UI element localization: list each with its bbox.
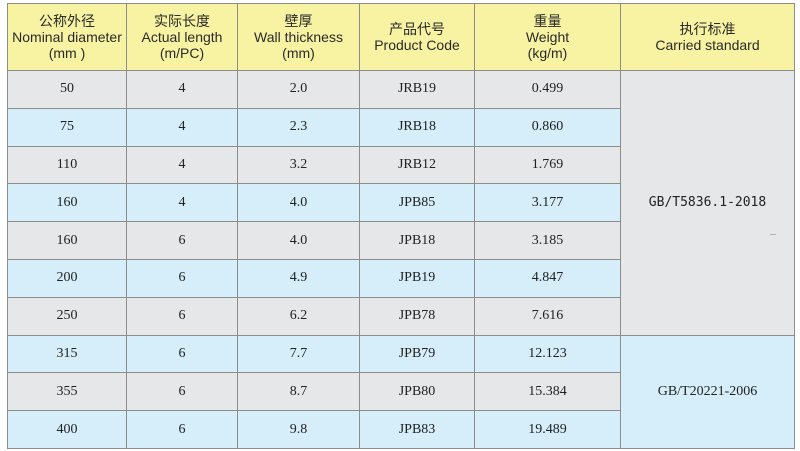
cell-code: JPB79 xyxy=(359,334,475,374)
cell-length: 6 xyxy=(126,221,238,260)
cell-weight: 7.616 xyxy=(474,296,621,336)
cell-wall: 4.0 xyxy=(237,183,360,223)
divider-mark xyxy=(770,234,776,235)
cell-wall: 4.0 xyxy=(237,221,360,260)
cell-diameter: 315 xyxy=(7,334,127,374)
cell-code: JPB18 xyxy=(359,221,475,260)
cell-length: 6 xyxy=(126,410,238,449)
cell-wall: 2.0 xyxy=(237,70,360,109)
cell-length: 4 xyxy=(126,145,238,185)
cell-code: JPB80 xyxy=(359,372,475,412)
cell-length: 4 xyxy=(126,183,238,223)
header-zh: 产品代号 xyxy=(389,21,445,37)
header-en: Product Code xyxy=(374,37,460,53)
table-row: 315 6 7.7 JPB79 12.123 GB/T20221-2006 xyxy=(7,334,795,449)
cell-length: 4 xyxy=(126,107,238,147)
header-unit: (m/PC) xyxy=(159,45,205,61)
cell-diameter: 200 xyxy=(7,258,127,298)
table-row: 110 4 3.2 JRB12 1.769 xyxy=(7,145,795,185)
header-carried-standard: 执行标准 Carried standard xyxy=(620,3,795,71)
cell-diameter: 160 xyxy=(7,183,127,223)
cell-weight: 1.769 xyxy=(474,145,621,185)
header-en: Weight xyxy=(525,29,570,45)
cell-length: 6 xyxy=(126,258,238,298)
cell-code: JPB83 xyxy=(359,410,475,449)
header-unit: (mm) xyxy=(282,45,315,61)
table-row: 50 4 2.0 JRB19 0.499 GB/T5836.1-2018 xyxy=(7,70,795,336)
cell-weight: 12.123 xyxy=(474,334,621,374)
header-product-code: 产品代号 Product Code xyxy=(359,3,475,71)
cell-diameter: 75 xyxy=(7,107,127,147)
cell-code: JRB18 xyxy=(359,107,475,147)
cell-code: JPB78 xyxy=(359,296,475,336)
header-wall-thickness: 壁厚 Wall thickness (mm) xyxy=(237,3,360,71)
header-weight: 重量 Weight (kg/m) xyxy=(474,3,621,71)
cell-code: JRB12 xyxy=(359,145,475,185)
cell-wall: 8.7 xyxy=(237,372,360,412)
cell-standard: GB/T5836.1-2018 xyxy=(620,70,795,336)
table-row: 160 4 4.0 JPB85 3.177 xyxy=(7,183,795,223)
cell-wall: 6.2 xyxy=(237,296,360,336)
table-header-row: 公称外径 Nominal diameter (mm ) 实际长度 Actual … xyxy=(7,3,795,71)
cell-diameter: 50 xyxy=(7,70,127,109)
table-row: 75 4 2.3 JRB18 0.860 xyxy=(7,107,795,147)
header-actual-length: 实际长度 Actual length (m/PC) xyxy=(126,3,238,71)
cell-length: 6 xyxy=(126,372,238,412)
header-zh: 实际长度 xyxy=(154,13,210,29)
cell-wall: 9.8 xyxy=(237,410,360,449)
cell-weight: 3.177 xyxy=(474,183,621,223)
cell-wall: 4.9 xyxy=(237,258,360,298)
cell-diameter: 160 xyxy=(7,221,127,260)
header-en: Actual length xyxy=(141,29,223,45)
header-en: Nominal diameter xyxy=(12,29,122,45)
table-row: 160 6 4.0 JPB18 3.185 xyxy=(7,221,795,260)
cell-wall: 2.3 xyxy=(237,107,360,147)
cell-diameter: 250 xyxy=(7,296,127,336)
cell-diameter: 355 xyxy=(7,372,127,412)
header-unit: (mm ) xyxy=(48,45,86,61)
cell-weight: 4.847 xyxy=(474,258,621,298)
cell-length: 6 xyxy=(126,296,238,336)
header-zh: 执行标准 xyxy=(679,21,736,37)
cell-code: JRB19 xyxy=(359,70,475,109)
cell-code: JPB19 xyxy=(359,258,475,298)
cell-weight: 15.384 xyxy=(474,372,621,412)
header-unit: (kg/m) xyxy=(527,45,568,61)
cell-diameter: 110 xyxy=(7,145,127,185)
cell-diameter: 400 xyxy=(7,410,127,449)
header-en: Wall thickness xyxy=(254,29,343,45)
table-row: 400 6 9.8 JPB83 19.489 xyxy=(7,410,795,449)
cell-wall: 3.2 xyxy=(237,145,360,185)
header-zh: 壁厚 xyxy=(284,13,313,29)
cell-weight: 0.860 xyxy=(474,107,621,147)
table-row: 355 6 8.7 JPB80 15.384 xyxy=(7,372,795,412)
pipe-spec-table: 公称外径 Nominal diameter (mm ) 实际长度 Actual … xyxy=(7,3,795,449)
header-zh: 重量 xyxy=(533,13,562,29)
cell-length: 6 xyxy=(126,334,238,374)
header-nominal-diameter: 公称外径 Nominal diameter (mm ) xyxy=(7,3,127,71)
header-en: Carried standard xyxy=(655,37,760,53)
cell-wall: 7.7 xyxy=(237,334,360,374)
cell-weight: 19.489 xyxy=(474,410,621,449)
cell-weight: 3.185 xyxy=(474,221,621,260)
cell-weight: 0.499 xyxy=(474,70,621,109)
cell-length: 4 xyxy=(126,70,238,109)
header-zh: 公称外径 xyxy=(39,13,95,29)
cell-standard: GB/T20221-2006 xyxy=(620,334,795,449)
cell-code: JPB85 xyxy=(359,183,475,223)
